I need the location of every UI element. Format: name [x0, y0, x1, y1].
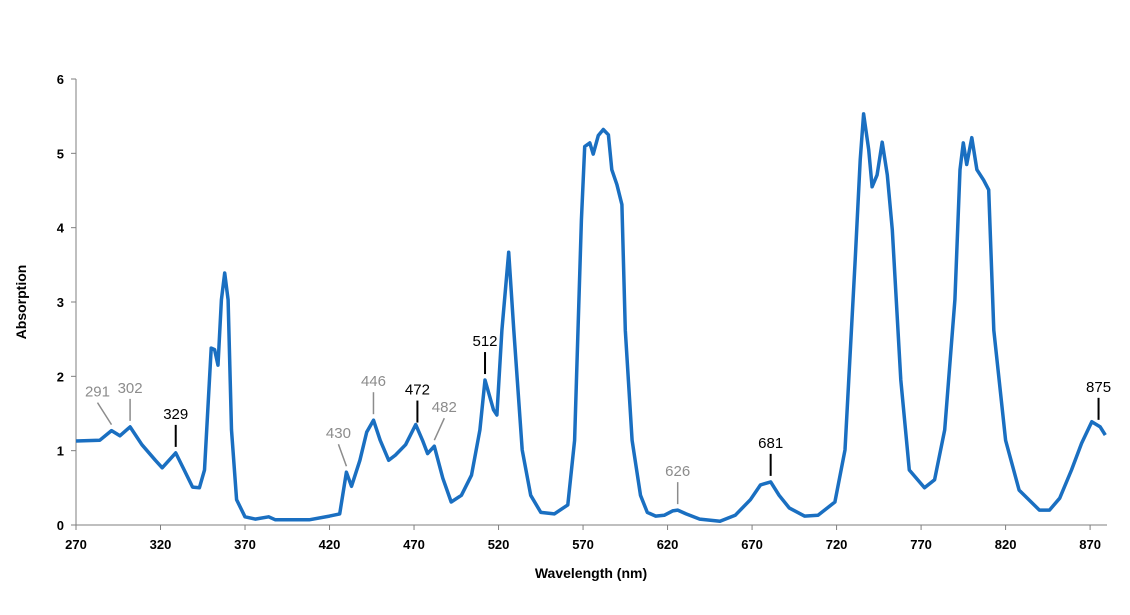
annotation-label: 512 — [473, 333, 498, 350]
y-tick-label: 4 — [57, 221, 65, 236]
x-tick-label: 320 — [150, 537, 172, 552]
y-tick-label: 0 — [57, 518, 64, 533]
annotation-label: 472 — [405, 382, 430, 399]
annotation-label: 446 — [361, 373, 386, 390]
y-tick-label: 1 — [57, 444, 64, 459]
annotation-leader — [433, 417, 445, 441]
y-tick-label: 2 — [57, 369, 64, 384]
annotation-label: 291 — [85, 384, 110, 401]
x-tick-label: 770 — [910, 537, 932, 552]
x-tick-label: 270 — [65, 537, 87, 552]
annotation-leader — [96, 402, 113, 425]
x-tick-label: 520 — [488, 537, 510, 552]
x-tick-label: 620 — [657, 537, 679, 552]
y-axis-title: Absorption — [13, 265, 29, 340]
annotation-label: 329 — [163, 406, 188, 423]
spectrum-line — [75, 112, 1107, 524]
annotation-label: 681 — [758, 435, 783, 452]
y-tick-label: 3 — [57, 295, 64, 310]
y-tick-label: 6 — [57, 72, 64, 87]
x-tick-label: 420 — [319, 537, 341, 552]
annotation-label: 875 — [1086, 379, 1111, 396]
x-tick-label: 870 — [1079, 537, 1101, 552]
x-tick-label: 820 — [995, 537, 1017, 552]
annotation-label: 302 — [118, 380, 143, 397]
x-tick-label: 470 — [403, 537, 425, 552]
y-tick-label: 5 — [57, 146, 64, 161]
x-tick-label: 570 — [572, 537, 594, 552]
x-axis-title: Wavelength (nm) — [535, 565, 647, 581]
annotation-label: 430 — [326, 425, 351, 442]
annotation-label: 482 — [432, 399, 457, 416]
annotation-leader — [337, 443, 348, 467]
x-tick-label: 370 — [234, 537, 256, 552]
annotation-label: 626 — [665, 463, 690, 480]
x-tick-label: 670 — [741, 537, 763, 552]
x-tick-label: 720 — [826, 537, 848, 552]
